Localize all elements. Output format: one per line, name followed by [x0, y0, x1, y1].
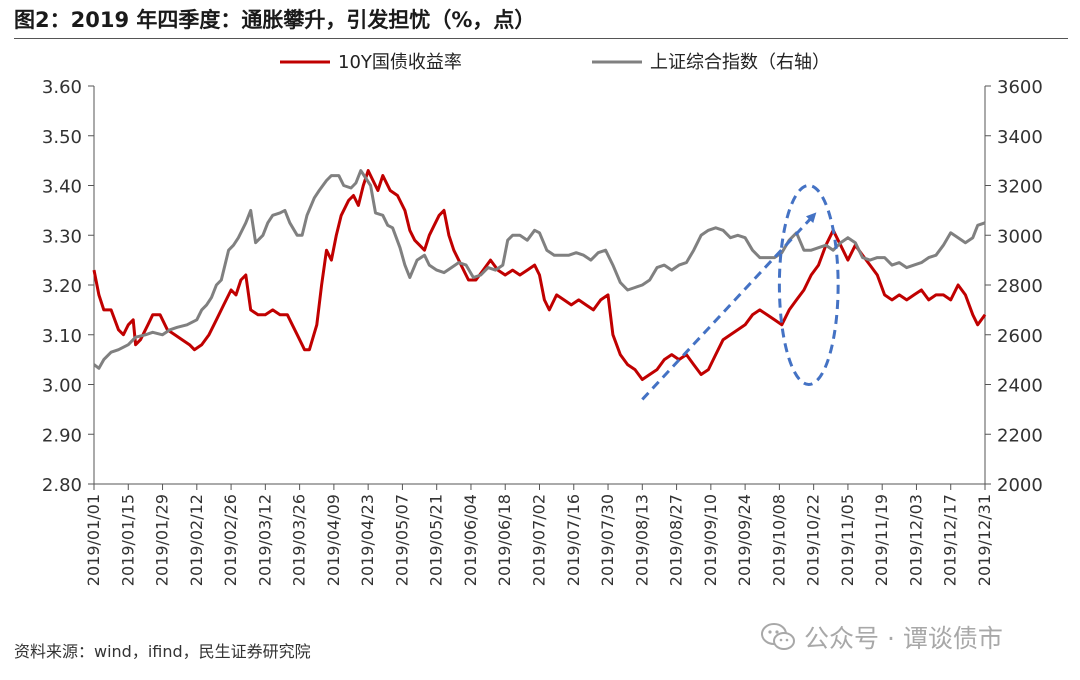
- series-line-10y: [92, 169, 987, 381]
- x-tick-label: 2019/06/04: [461, 494, 480, 586]
- legend-label-10y: 10Y国债收益率: [338, 52, 462, 73]
- x-tick-label: 2019/02/12: [187, 494, 206, 586]
- wechat-icon: [761, 623, 795, 650]
- x-tick-label: 2019/05/07: [392, 494, 411, 586]
- x-tick-label: 2019/06/18: [495, 494, 514, 586]
- x-tick-label: 2019/11/05: [838, 494, 857, 586]
- axes: 3.60 3.50 3.40 3.30 3.20 3.10 3.00 2.90 2.80 3600…: [42, 77, 1043, 586]
- line-chart: 3.60 3.50 3.40 3.30 3.20 3.10 3.00 2.90 2.80 3600…: [42, 52, 1043, 586]
- x-tick-label: 2019/07/30: [598, 494, 617, 586]
- annotation-layer: [641, 184, 840, 401]
- x-tick-label: 2019/07/02: [530, 494, 549, 586]
- x-tick-label: 2019/09/10: [701, 494, 720, 586]
- y-left-tick-label: 3.10: [42, 326, 82, 347]
- x-tick-label: 2019/03/26: [290, 494, 309, 586]
- y-left-tick-label: 3.40: [42, 177, 82, 198]
- source-note: 资料来源：wind，ifind，民生证券研究院: [14, 642, 311, 661]
- y-left-tick-label: 2.80: [42, 475, 82, 496]
- y-right-tick-label: 3000: [997, 226, 1043, 247]
- y-right-tick-label: 3600: [997, 77, 1043, 98]
- y-right-tick-label: 2200: [997, 425, 1043, 446]
- x-tick-label: 2019/02/26: [221, 494, 240, 586]
- y-right-tick-label: 2400: [997, 376, 1043, 397]
- y-right-tick-label: 3400: [997, 127, 1043, 148]
- x-tick-label: 2019/08/13: [632, 494, 651, 586]
- x-tick-label: 2019/04/09: [324, 494, 343, 586]
- series-layer: [92, 169, 987, 381]
- legend: 10Y国债收益率 上证综合指数（右轴）: [280, 52, 830, 73]
- figure-title: 图2：2019 年四季度：通胀攀升，引发担忧（%，点）: [14, 8, 536, 32]
- x-tick-label: 2019/09/24: [735, 494, 754, 586]
- x-tick-label: 2019/01/01: [84, 494, 103, 586]
- legend-label-sse: 上证综合指数（右轴）: [650, 52, 830, 73]
- x-tick-label: 2019/10/08: [769, 494, 788, 586]
- x-tick-label: 2019/07/16: [564, 494, 583, 586]
- x-tick-label: 2019/04/23: [358, 494, 377, 586]
- y-left-tick-label: 3.20: [42, 276, 82, 297]
- trend-arrow: [641, 212, 817, 401]
- y-right-tick-label: 3200: [997, 177, 1043, 198]
- x-tick-label: 2019/12/17: [941, 494, 960, 586]
- x-tick-label: 2019/12/31: [975, 494, 994, 586]
- y-left-tick-label: 2.90: [42, 425, 82, 446]
- x-tick-label: 2019/11/19: [872, 494, 891, 586]
- y-left-tick-label: 3.30: [42, 226, 82, 247]
- title-divider: [14, 38, 1068, 39]
- series-line-sse: [93, 169, 986, 370]
- x-tick-label: 2019/01/15: [118, 494, 137, 586]
- y-right-tick-label: 2600: [997, 326, 1043, 347]
- highlight-ellipse: [777, 184, 840, 386]
- y-left-tick-label: 3.60: [42, 77, 82, 98]
- x-tick-label: 2019/03/12: [255, 494, 274, 586]
- y-left-tick-label: 3.00: [42, 376, 82, 397]
- x-tick-label: 2019/10/22: [804, 494, 823, 586]
- watermark-text: 公众号 · 谭谈债市: [804, 624, 1003, 653]
- x-tick-label: 2019/01/29: [153, 494, 172, 586]
- y-right-tick-label: 2800: [997, 276, 1043, 297]
- y-left-tick-label: 3.50: [42, 127, 82, 148]
- watermark: 公众号 · 谭谈债市: [760, 616, 1060, 658]
- y-right-tick-label: 2000: [997, 475, 1043, 496]
- x-tick-label: 2019/08/27: [667, 494, 686, 586]
- x-tick-label: 2019/05/21: [427, 494, 446, 586]
- x-tick-label: 2019/12/03: [906, 494, 925, 586]
